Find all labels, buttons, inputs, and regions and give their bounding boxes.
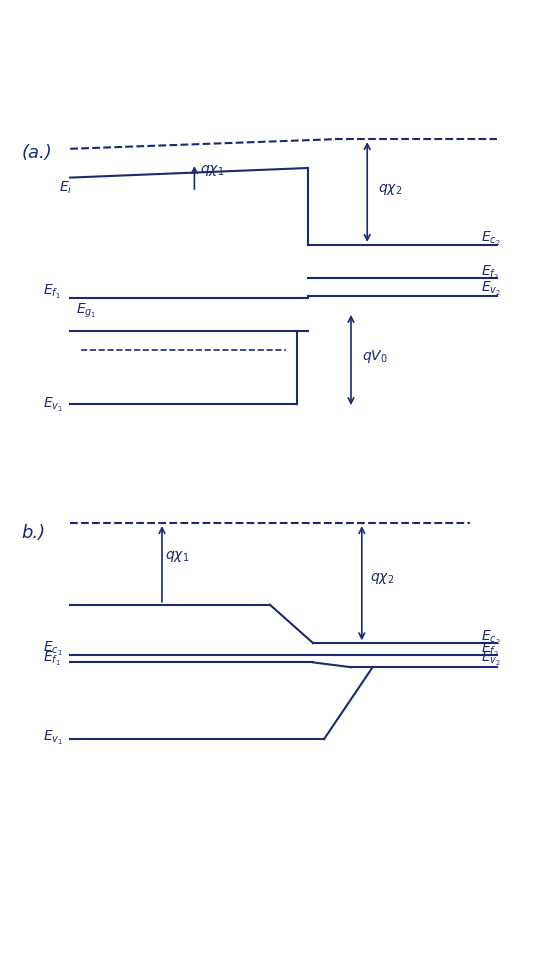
Text: (a.): (a.) [22,144,52,162]
Text: $E_{v_2}$: $E_{v_2}$ [481,280,501,298]
Text: b.): b.) [22,523,46,541]
Text: $q\chi_1$: $q\chi_1$ [200,163,224,178]
Text: $q\chi_2$: $q\chi_2$ [378,182,402,197]
Text: $E_{c_2}$: $E_{c_2}$ [481,630,500,647]
Text: $E_{f_1}$: $E_{f_1}$ [43,651,61,668]
Text: $q\chi_1$: $q\chi_1$ [165,549,189,564]
Text: $E_{c_1}$: $E_{c_1}$ [43,639,63,658]
Text: $E_{c_2}$: $E_{c_2}$ [481,229,500,248]
Text: $E_{f_2}$: $E_{f_2}$ [481,263,498,281]
Text: $E_{f_1}$: $E_{f_1}$ [43,282,61,300]
Text: $E_{v_1}$: $E_{v_1}$ [43,396,63,414]
Text: $E_{v_2}$: $E_{v_2}$ [481,651,501,668]
Text: $E_{v_1}$: $E_{v_1}$ [43,730,63,747]
Text: $E_{f_2}$: $E_{f_2}$ [481,641,498,659]
Text: $qV_0$: $qV_0$ [362,348,388,365]
Text: $E_i$: $E_i$ [59,180,73,197]
Text: $q\chi_2$: $q\chi_2$ [370,571,394,586]
Text: $E_{g_1}$: $E_{g_1}$ [76,302,96,321]
